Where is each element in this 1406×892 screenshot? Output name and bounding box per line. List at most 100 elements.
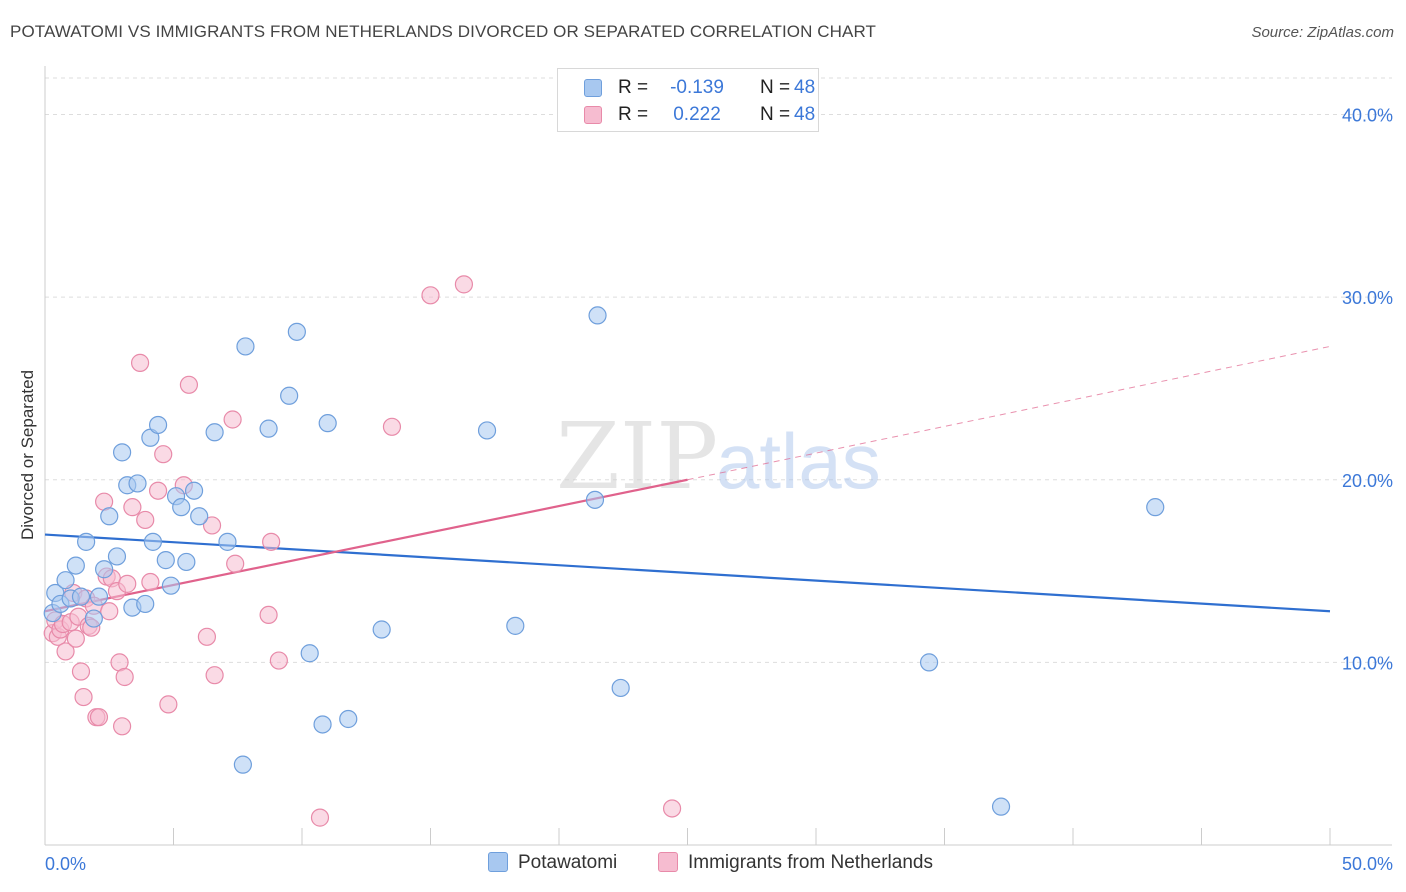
point-potawatomi — [585, 490, 605, 509]
y-tick-label: 20.0% — [1342, 471, 1393, 491]
point-potawatomi — [300, 644, 319, 663]
point-potawatomi — [506, 616, 525, 635]
data-points — [43, 275, 1165, 827]
point-potawatomi — [318, 414, 337, 433]
point-netherlands — [56, 642, 75, 661]
point-potawatomi — [218, 532, 237, 551]
axes — [44, 66, 1392, 846]
point-potawatomi — [136, 594, 155, 614]
bottom-legend-swatch-pink — [658, 852, 678, 872]
y-tick-label: 40.0% — [1342, 106, 1393, 126]
tick-labels: 10.0% 20.0% 30.0% 40.0% 0.0% 50.0% — [45, 106, 1393, 874]
legend-n-value: 48 — [794, 77, 816, 98]
point-netherlands — [421, 286, 440, 305]
point-potawatomi — [177, 552, 196, 572]
point-netherlands — [136, 510, 155, 530]
point-potawatomi — [611, 678, 630, 698]
point-netherlands — [130, 353, 150, 372]
correlation-legend: R = -0.139 N = 48 R = 0.222 N = 48 — [557, 68, 819, 132]
point-potawatomi — [112, 443, 132, 462]
point-netherlands — [269, 651, 288, 670]
point-netherlands — [454, 275, 474, 294]
point-potawatomi — [477, 421, 497, 440]
point-potawatomi — [100, 507, 119, 526]
point-potawatomi — [161, 576, 181, 595]
point-netherlands — [100, 602, 119, 621]
chart-title: POTAWATOMI VS IMMIGRANTS FROM NETHERLAND… — [10, 22, 877, 41]
point-potawatomi — [190, 507, 209, 526]
y-axis-label: Divorced or Separated — [18, 370, 37, 540]
point-potawatomi — [77, 532, 96, 551]
point-netherlands — [202, 516, 222, 535]
point-netherlands — [112, 717, 132, 736]
legend-r-label: R = — [618, 77, 649, 98]
bottom-legend-label: Immigrants from Netherlands — [688, 852, 933, 873]
point-netherlands — [197, 627, 217, 646]
point-potawatomi — [313, 715, 332, 734]
y-tick-label: 10.0% — [1342, 653, 1393, 673]
point-potawatomi — [148, 415, 168, 435]
point-netherlands — [310, 808, 330, 827]
point-potawatomi — [1146, 498, 1165, 517]
x-tick-label: 0.0% — [45, 854, 86, 874]
watermark-atlas: atlas — [716, 417, 881, 505]
point-netherlands — [71, 662, 91, 681]
point-potawatomi — [588, 306, 607, 325]
point-potawatomi — [991, 797, 1011, 816]
point-potawatomi — [233, 755, 252, 774]
legend-n-value: 48 — [794, 104, 816, 125]
legend-swatch-blue — [584, 79, 602, 97]
point-netherlands — [662, 799, 682, 818]
point-netherlands — [154, 445, 173, 464]
point-netherlands — [148, 481, 168, 500]
point-netherlands — [74, 687, 93, 707]
point-potawatomi — [84, 609, 103, 628]
point-potawatomi — [95, 560, 114, 579]
bottom-legend-label: Potawatomi — [518, 852, 618, 873]
legend-r-label: R = — [618, 104, 649, 125]
point-netherlands — [66, 629, 85, 648]
point-potawatomi — [372, 620, 391, 639]
point-potawatomi — [66, 556, 85, 575]
point-potawatomi — [172, 498, 191, 517]
point-netherlands — [262, 532, 281, 551]
x-tick-label: 50.0% — [1342, 854, 1393, 874]
point-netherlands — [89, 708, 109, 727]
point-potawatomi — [205, 423, 224, 442]
legend-n-label: N = — [760, 77, 791, 98]
point-potawatomi — [143, 532, 163, 551]
legend-swatch-pink — [584, 106, 602, 124]
point-netherlands — [123, 498, 142, 517]
y-tick-label: 30.0% — [1342, 288, 1393, 308]
bottom-legend-swatch-blue — [488, 852, 508, 872]
point-potawatomi — [71, 587, 91, 606]
point-potawatomi — [156, 551, 175, 570]
legend-r-value: -0.139 — [670, 77, 724, 98]
watermark: ZIP atlas — [556, 403, 881, 510]
point-potawatomi — [287, 322, 306, 341]
watermark-zip: ZIP — [556, 403, 718, 510]
point-potawatomi — [184, 481, 204, 500]
point-potawatomi — [89, 587, 109, 606]
point-netherlands — [159, 695, 178, 714]
point-netherlands — [259, 605, 278, 625]
point-potawatomi — [339, 709, 358, 729]
point-potawatomi — [128, 474, 147, 493]
point-netherlands — [115, 667, 134, 687]
point-potawatomi — [280, 386, 299, 405]
point-netherlands — [223, 410, 242, 429]
point-netherlands — [118, 574, 137, 593]
point-potawatomi — [259, 419, 278, 438]
point-potawatomi — [56, 571, 75, 590]
source-label: Source: ZipAtlas.com — [1251, 24, 1394, 41]
point-netherlands — [226, 554, 245, 573]
point-netherlands — [141, 572, 160, 592]
point-netherlands — [179, 375, 199, 394]
legend-n-label: N = — [760, 104, 791, 125]
bottom-legend-netherlands: Immigrants from Netherlands — [658, 852, 933, 874]
bottom-legend-potawatomi: Potawatomi — [488, 852, 617, 874]
trend-line-potawatomi — [44, 533, 1331, 613]
point-potawatomi — [236, 337, 255, 356]
point-netherlands — [205, 666, 224, 685]
